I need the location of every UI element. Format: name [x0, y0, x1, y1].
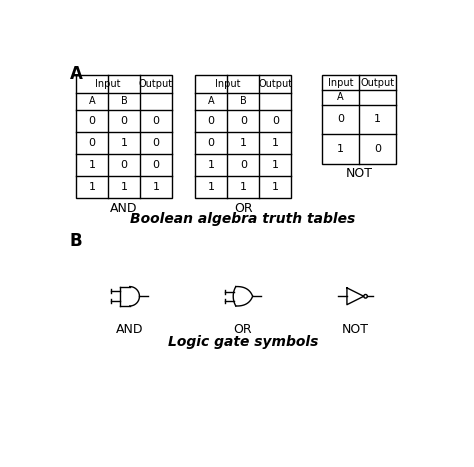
Text: A: A — [70, 65, 82, 83]
Text: 1: 1 — [208, 183, 215, 192]
Bar — [322, 75, 396, 164]
Text: 1: 1 — [88, 160, 95, 170]
Text: A: A — [89, 96, 95, 106]
Text: A: A — [337, 92, 344, 102]
Text: 1: 1 — [337, 144, 344, 154]
Text: 0: 0 — [120, 160, 128, 170]
Text: B: B — [240, 96, 246, 106]
Text: 1: 1 — [120, 138, 128, 148]
Text: B: B — [70, 233, 82, 250]
Text: 0: 0 — [240, 116, 247, 126]
Text: 1: 1 — [272, 183, 279, 192]
Text: 1: 1 — [374, 114, 381, 124]
Bar — [195, 75, 292, 198]
Text: Input: Input — [95, 79, 121, 89]
Text: 0: 0 — [208, 116, 215, 126]
Text: AND: AND — [116, 323, 144, 336]
Bar — [76, 75, 172, 198]
Text: Logic gate symbols: Logic gate symbols — [168, 335, 318, 349]
Text: 0: 0 — [120, 116, 128, 126]
Text: 0: 0 — [88, 116, 95, 126]
Text: A: A — [208, 96, 215, 106]
Text: 1: 1 — [208, 160, 215, 170]
Text: B: B — [120, 96, 128, 106]
Text: OR: OR — [234, 323, 252, 336]
Text: 1: 1 — [153, 183, 160, 192]
Text: Input: Input — [328, 78, 354, 88]
Text: 0: 0 — [208, 138, 215, 148]
Text: 1: 1 — [272, 138, 279, 148]
Text: OR: OR — [234, 202, 253, 214]
Text: 1: 1 — [120, 183, 128, 192]
Text: Output: Output — [258, 79, 292, 89]
Text: 0: 0 — [337, 114, 344, 124]
Text: 0: 0 — [153, 116, 160, 126]
Text: 1: 1 — [240, 183, 247, 192]
Text: 0: 0 — [88, 138, 95, 148]
Text: 1: 1 — [272, 160, 279, 170]
Text: 1: 1 — [240, 138, 247, 148]
Text: NOT: NOT — [346, 167, 373, 180]
Text: 0: 0 — [153, 160, 160, 170]
Text: 0: 0 — [240, 160, 247, 170]
Text: AND: AND — [110, 202, 138, 214]
Text: NOT: NOT — [342, 323, 369, 336]
Text: 0: 0 — [153, 138, 160, 148]
Text: Output: Output — [361, 78, 395, 88]
Text: 0: 0 — [374, 144, 381, 154]
Text: Output: Output — [139, 79, 173, 89]
Text: Input: Input — [215, 79, 240, 89]
Text: 1: 1 — [88, 183, 95, 192]
Text: Boolean algebra truth tables: Boolean algebra truth tables — [130, 212, 356, 226]
Text: 0: 0 — [272, 116, 279, 126]
